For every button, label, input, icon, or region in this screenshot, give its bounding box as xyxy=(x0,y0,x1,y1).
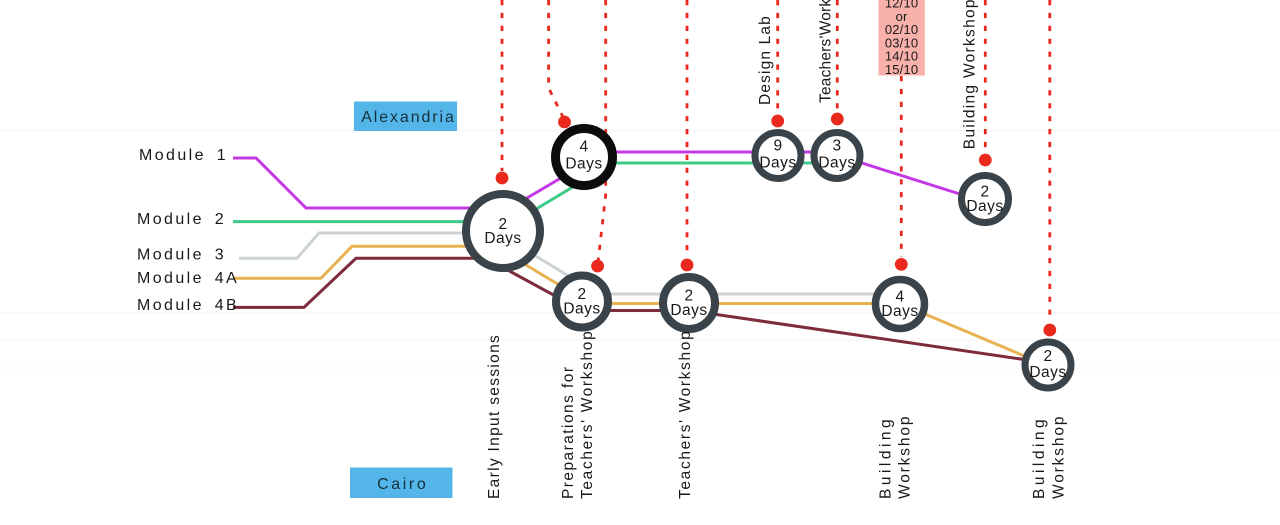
svg-text:2: 2 xyxy=(684,288,693,305)
svg-text:2: 2 xyxy=(577,286,586,303)
svg-text:Module 1: Module 1 xyxy=(139,147,228,164)
svg-text:Module 3: Module 3 xyxy=(137,247,226,264)
svg-text:or: or xyxy=(896,9,908,24)
svg-text:Module 2: Module 2 xyxy=(137,211,226,228)
svg-text:Days: Days xyxy=(759,155,796,172)
svg-text:Workshop: Workshop xyxy=(1051,415,1068,499)
svg-text:Design Lab: Design Lab xyxy=(757,15,774,105)
svg-text:2: 2 xyxy=(498,216,507,233)
svg-text:3: 3 xyxy=(832,138,841,155)
svg-text:15/10: 15/10 xyxy=(885,62,919,77)
svg-text:Teachers' Workshop: Teachers' Workshop xyxy=(677,330,694,499)
svg-text:Days: Days xyxy=(565,156,602,173)
svg-text:Days: Days xyxy=(818,155,855,172)
svg-text:12/10: 12/10 xyxy=(885,0,919,11)
svg-text:Early Input sessions: Early Input sessions xyxy=(486,334,503,499)
svg-text:Days: Days xyxy=(966,198,1003,215)
svg-text:Preparations for: Preparations for xyxy=(560,366,577,499)
svg-text:14/10: 14/10 xyxy=(885,49,919,64)
svg-text:Module 4A: Module 4A xyxy=(137,270,239,287)
svg-text:4: 4 xyxy=(895,289,904,306)
svg-text:Cairo: Cairo xyxy=(377,476,428,493)
svg-text:Teachers'Workshop: Teachers'Workshop xyxy=(818,0,835,103)
svg-text:Module 4B: Module 4B xyxy=(137,297,239,314)
svg-text:Days: Days xyxy=(484,230,521,247)
svg-text:Days: Days xyxy=(670,302,707,319)
svg-text:4: 4 xyxy=(579,139,588,156)
svg-text:Building: Building xyxy=(1031,416,1048,499)
svg-text:2: 2 xyxy=(1043,348,1052,365)
svg-text:Days: Days xyxy=(563,301,600,318)
svg-text:02/10: 02/10 xyxy=(885,22,919,37)
svg-text:Teachers' Workshop: Teachers' Workshop xyxy=(579,330,596,499)
svg-text:2: 2 xyxy=(980,184,989,201)
svg-text:Building: Building xyxy=(878,416,895,499)
svg-text:Alexandria: Alexandria xyxy=(361,109,456,126)
svg-text:Days: Days xyxy=(1029,364,1066,381)
svg-text:9: 9 xyxy=(773,138,782,155)
svg-text:Building Workshop: Building Workshop xyxy=(962,0,979,149)
svg-text:Workshop: Workshop xyxy=(897,415,914,499)
svg-text:Days: Days xyxy=(881,303,918,320)
svg-text:03/10: 03/10 xyxy=(885,35,919,50)
